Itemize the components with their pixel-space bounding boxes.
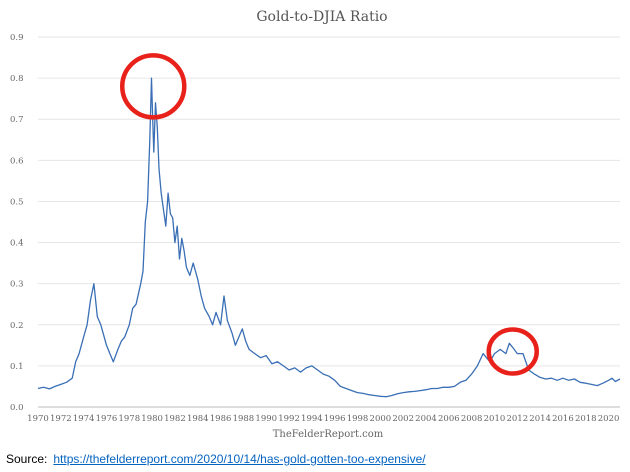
- y-tick-label: 0.6: [10, 156, 24, 166]
- watermark-text: TheFelderReport.com: [273, 429, 384, 440]
- highlight-circle: [120, 53, 187, 120]
- x-tick-label: 2014: [529, 414, 551, 424]
- x-tick-label: 1978: [118, 414, 140, 424]
- x-tick-label: 1982: [164, 414, 186, 424]
- x-tick-label: 2016: [552, 414, 574, 424]
- x-tick-label: 2002: [392, 414, 414, 424]
- y-tick-label: 0.2: [10, 321, 24, 331]
- gridlines: [38, 36, 620, 408]
- source-line: Source: https://thefelderreport.com/2020/…: [6, 452, 426, 466]
- y-tick-label: 0.7: [10, 115, 24, 125]
- source-link[interactable]: https://thefelderreport.com/2020/10/14/h…: [53, 452, 426, 466]
- y-axis-ticks: 0.0 0.1 0.2 0.3 0.4 0.5 0.6 0.7 0.8 0.9: [10, 33, 24, 413]
- x-tick-label: 1992: [278, 414, 300, 424]
- x-tick-label: 1980: [141, 414, 163, 424]
- x-axis-ticks: 1970 1972 1974 1976 1978 1980 1982 1984 1986 1988…: [27, 414, 619, 424]
- x-tick-label: 2008: [461, 414, 483, 424]
- chart-area: Gold-to-DJIA Ratio 0.0 0.1 0.2 0.3 0.4 0.5 0.6…: [10, 9, 621, 440]
- y-tick-label: 0.0: [10, 403, 24, 413]
- x-tick-label: 2006: [438, 414, 460, 424]
- source-label: Source:: [6, 452, 48, 466]
- x-tick-label: 1972: [50, 414, 72, 424]
- y-tick-label: 0.4: [10, 239, 24, 249]
- x-tick-label: 2018: [575, 414, 597, 424]
- x-tick-label: 1996: [324, 414, 346, 424]
- x-tick-label: 1974: [73, 414, 95, 424]
- x-tick-label: 1970: [27, 414, 49, 424]
- chart-title: Gold-to-DJIA Ratio: [256, 9, 387, 25]
- x-tick-label: 2000: [370, 414, 392, 424]
- gold-djia-chart: Gold-to-DJIA Ratio 0.0 0.1 0.2 0.3 0.4 0.5 0.6…: [10, 9, 621, 440]
- x-tick-label: 1994: [301, 414, 323, 424]
- x-tick-label: 2010: [484, 414, 506, 424]
- x-tick-label: 1976: [96, 414, 118, 424]
- x-tick-label: 1988: [233, 414, 255, 424]
- y-tick-label: 0.1: [10, 362, 24, 372]
- x-tick-label: 1990: [255, 414, 277, 424]
- x-tick-label: 2020: [598, 414, 620, 424]
- x-tick-label: 2004: [415, 414, 437, 424]
- y-tick-label: 0.5: [10, 197, 24, 207]
- y-tick-label: 0.9: [10, 33, 24, 43]
- y-tick-label: 0.8: [10, 74, 24, 84]
- x-tick-label: 1998: [347, 414, 369, 424]
- highlight-circles: [120, 53, 539, 376]
- x-tick-label: 1986: [210, 414, 232, 424]
- x-tick-label: 2012: [506, 414, 528, 424]
- series-line: [37, 77, 621, 398]
- highlight-circle: [486, 327, 539, 376]
- x-tick-label: 1984: [187, 414, 209, 424]
- y-tick-label: 0.3: [10, 280, 24, 290]
